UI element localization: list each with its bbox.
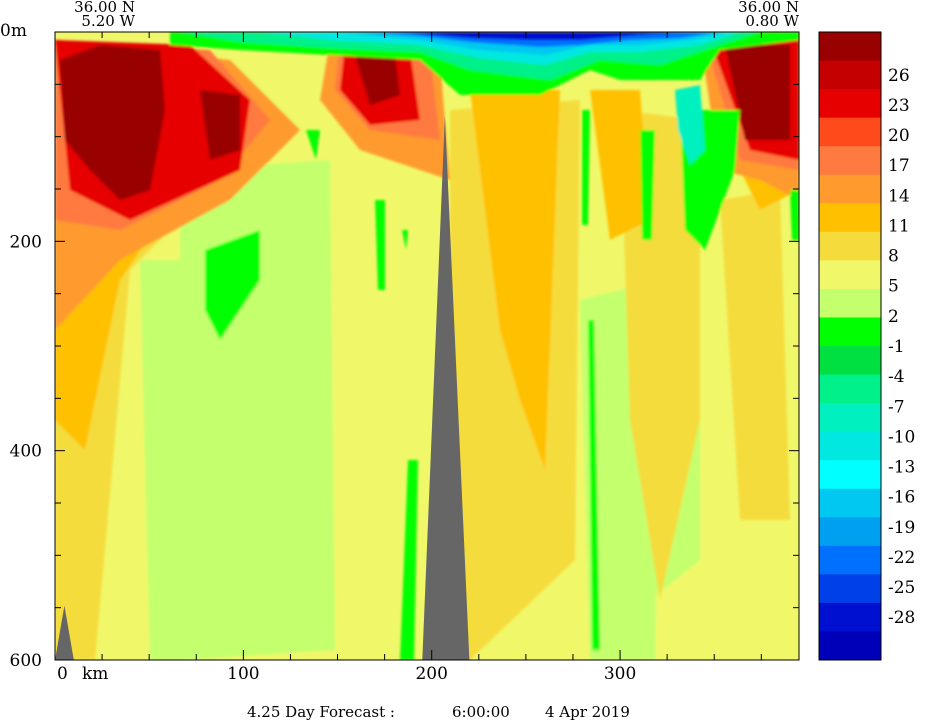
- x-tick-label: 0: [57, 664, 68, 684]
- colorbar-swatch: [819, 231, 881, 261]
- x-tick-label: 300: [604, 664, 636, 684]
- left-longitude-label: 5.20 W: [81, 12, 135, 30]
- field-region: [790, 190, 799, 240]
- field-region: [588, 320, 600, 650]
- colorbar-label: 14: [888, 186, 910, 206]
- field-region: [590, 90, 650, 240]
- colorbar-label: 26: [888, 66, 910, 86]
- seafloor-topography-ridge: [422, 115, 470, 660]
- colorbar-swatch: [819, 32, 881, 62]
- colorbar-swatch: [819, 374, 881, 404]
- y-tick-label: 400: [10, 442, 42, 462]
- field-region: [582, 110, 590, 225]
- colorbar-label: 17: [888, 156, 910, 176]
- field-region: [400, 32, 690, 40]
- field-region: [306, 130, 320, 160]
- y-tick-label: 600: [10, 651, 42, 671]
- seafloor-topography-left: [55, 605, 74, 660]
- field-region: [640, 130, 655, 240]
- colorbar-label: 11: [888, 216, 910, 236]
- field-region: [675, 85, 705, 165]
- colorbar-swatch: [819, 174, 881, 204]
- colorbar-label: 20: [888, 126, 910, 146]
- colorbar-swatch: [819, 602, 881, 632]
- colorbar-swatch: [819, 460, 881, 490]
- colorbar-label: -22: [888, 548, 915, 568]
- colorbar-swatch: [819, 117, 881, 147]
- colorbar-swatch: [819, 317, 881, 347]
- forecast-time: 6:00:00: [452, 703, 510, 721]
- colorbar: 26 23 20 17 14 11 8 5 2 -1 -4 -7 -10 -13 -16 -19 -22 -25 -…: [818, 31, 915, 661]
- field-region: [200, 90, 240, 160]
- forecast-date: 4 Apr 2019: [545, 703, 630, 721]
- colorbar-swatch: [819, 631, 881, 661]
- forecast-label: 4.25 Day Forecast :: [247, 703, 395, 721]
- colorbar-swatch: [819, 60, 881, 90]
- colorbar-swatch: [819, 146, 881, 176]
- field-region: [60, 45, 165, 200]
- field-region: [470, 90, 560, 470]
- colorbar-label: 2: [888, 307, 899, 327]
- colorbar-swatch: [819, 431, 881, 461]
- colorbar-swatch: [819, 545, 881, 575]
- colorbar-label: -28: [888, 608, 915, 628]
- colorbar-label: 8: [888, 247, 899, 267]
- field-region: [400, 460, 418, 660]
- y-tick-label: 0m: [0, 21, 27, 41]
- colorbar-label: 5: [888, 277, 899, 297]
- colorbar-label: -19: [888, 518, 915, 538]
- field-region: [720, 190, 790, 520]
- colorbar-label: -13: [888, 458, 915, 478]
- colorbar-label: -1: [888, 337, 905, 357]
- field-region: [620, 110, 700, 600]
- y-axis: 0m 200 400 600: [0, 21, 799, 671]
- colorbar-label: -10: [888, 427, 915, 447]
- colorbar-swatch: [819, 488, 881, 518]
- right-longitude-label: 0.80 W: [745, 12, 799, 30]
- field-region: [725, 45, 790, 140]
- field-region: [402, 230, 408, 250]
- x-tick-label: 200: [415, 664, 447, 684]
- colorbar-label: -4: [888, 367, 905, 387]
- colorbar-swatch: [819, 574, 881, 604]
- colorbar-swatch: [819, 517, 881, 547]
- colorbar-frame: [818, 31, 882, 661]
- colorbar-label: -25: [888, 578, 915, 598]
- colorbar-swatch: [819, 203, 881, 233]
- colorbar-swatch: [819, 260, 881, 290]
- field-region: [355, 55, 400, 105]
- x-axis: 0 100 200 300: [54, 32, 762, 684]
- colorbar-swatch: [819, 346, 881, 376]
- colorbar-label: 23: [888, 96, 910, 116]
- colorbar-swatch: [819, 403, 881, 433]
- x-unit-label: km: [82, 664, 108, 684]
- temperature-section-field: [55, 32, 799, 660]
- field-region: [205, 230, 260, 340]
- colorbar-label: -16: [888, 488, 915, 508]
- x-tick-label: 100: [227, 664, 259, 684]
- y-tick-label: 200: [10, 232, 42, 252]
- field-region: [140, 260, 180, 660]
- field-region: [375, 200, 385, 290]
- right-latitude-label: 36.00 N: [738, 0, 799, 16]
- colorbar-swatch: [819, 89, 881, 119]
- left-latitude-label: 36.00 N: [74, 0, 135, 16]
- colorbar-label: -7: [888, 397, 905, 417]
- colorbar-swatch: [819, 288, 881, 318]
